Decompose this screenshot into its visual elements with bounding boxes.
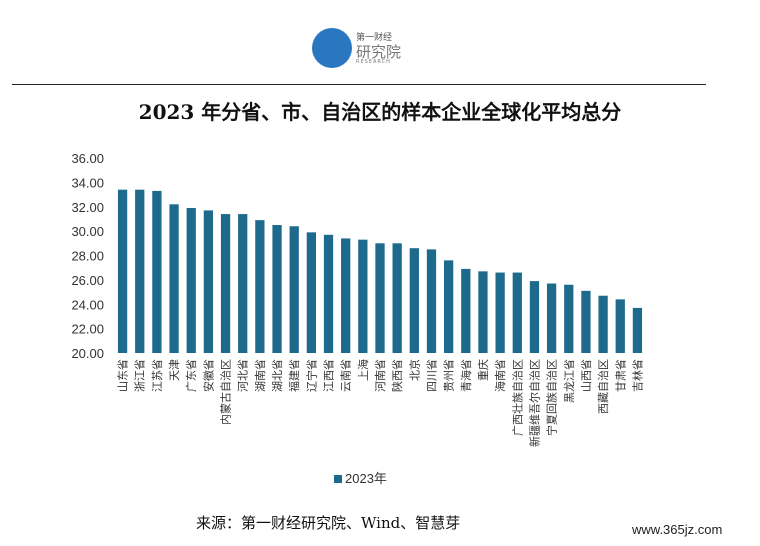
research-institute-logo: 第一财经 研究院 RESEARCH (312, 26, 422, 70)
x-tick-label: 广西壮族自治区 (510, 359, 524, 436)
bar-chart: 20.00 22.00 24.00 26.00 28.00 30.00 32.00 34.00… (71, 151, 644, 447)
watermark: www.365jz.com (632, 522, 723, 537)
y-tick-label: 22.00 (71, 322, 104, 337)
x-tick-label: 北京 (407, 359, 421, 381)
logo-emblem-icon (312, 28, 352, 68)
y-tick-label: 30.00 (71, 224, 104, 239)
x-tick-label: 安徽省 (201, 359, 215, 392)
x-tick-label: 福建省 (287, 359, 301, 392)
bar (478, 271, 488, 353)
bar (272, 225, 282, 353)
x-tick-label: 新疆维吾尔自治区 (527, 359, 541, 447)
x-tick-label: 陕西省 (390, 359, 404, 392)
y-tick-label: 36.00 (71, 151, 104, 166)
bar (135, 189, 145, 353)
x-tick-label: 四川省 (425, 359, 438, 392)
bar (341, 238, 351, 353)
x-tick-label: 湖北省 (271, 359, 284, 392)
bar (512, 272, 522, 353)
x-tick-label: 云南省 (340, 359, 353, 392)
logo-main-text: 研究院 (356, 43, 402, 61)
bar (323, 234, 334, 353)
x-tick-label: 西藏自治区 (596, 359, 610, 414)
x-tick-label: 上海 (356, 359, 370, 381)
bar (426, 249, 437, 353)
bar (529, 281, 540, 353)
y-tick-label: 26.00 (71, 273, 104, 288)
bar (306, 232, 316, 353)
bar (289, 226, 299, 353)
x-tick-label: 江苏省 (151, 359, 164, 392)
x-tick-label: 海南省 (493, 359, 507, 392)
logo-sub-text: RESEARCH (356, 59, 391, 65)
x-tick-label: 广东省 (185, 359, 198, 392)
x-tick-label: 贵州省 (443, 359, 456, 392)
x-tick-label: 湖南省 (254, 359, 267, 392)
chart-title: 2023 年分省、市、自治区的样本企业全球化平均总分 (138, 100, 622, 124)
x-tick-label: 江西省 (323, 359, 336, 392)
bar (220, 214, 231, 353)
x-tick-label: 吉林省 (630, 359, 644, 392)
chart-legend: 2023年 (334, 468, 387, 487)
x-tick-label: 山西省 (580, 359, 593, 392)
bar (495, 272, 505, 353)
bar (615, 299, 625, 353)
bar (117, 189, 128, 353)
bar (255, 220, 265, 353)
bar (598, 295, 608, 353)
header-divider (12, 84, 706, 85)
y-tick-label: 32.00 (71, 200, 104, 215)
bar (169, 204, 179, 353)
bar (632, 307, 643, 353)
x-tick-label: 河南省 (374, 359, 387, 392)
bar (564, 284, 574, 353)
source-note: 来源：第一财经研究院、Wind、智慧芽 (196, 514, 461, 532)
x-tick-label: 甘肃省 (614, 359, 627, 392)
bar (358, 239, 368, 353)
y-tick-label: 20.00 (71, 346, 104, 361)
x-tick-label: 浙江省 (134, 359, 147, 392)
legend-label: 2023年 (345, 471, 387, 486)
legend-swatch (334, 475, 342, 483)
x-tick-label: 重庆 (476, 359, 490, 381)
x-tick-label: 黑龙江省 (563, 359, 576, 403)
bar (152, 190, 162, 353)
bar (238, 214, 248, 353)
logo-small-text: 第一财经 (356, 33, 393, 43)
bar (409, 248, 419, 353)
x-tick-label: 山东省 (117, 359, 130, 392)
x-tick-label: 河北省 (237, 359, 250, 392)
bar (461, 268, 471, 353)
x-tick-label: 宁夏回族自治区 (545, 359, 559, 436)
x-tick-label: 青海省 (459, 359, 473, 392)
bar (546, 283, 557, 353)
bar (392, 243, 402, 353)
x-tick-label: 辽宁省 (304, 359, 318, 392)
x-tick-label: 天津 (168, 359, 181, 381)
bar (444, 260, 454, 353)
bar (203, 210, 214, 353)
y-tick-label: 28.00 (71, 249, 104, 264)
x-tick-label: 内蒙古自治区 (219, 359, 233, 425)
bar (581, 290, 591, 353)
bar (375, 243, 385, 353)
y-tick-label: 34.00 (71, 175, 104, 190)
bar (186, 207, 196, 353)
y-tick-label: 24.00 (71, 297, 104, 312)
